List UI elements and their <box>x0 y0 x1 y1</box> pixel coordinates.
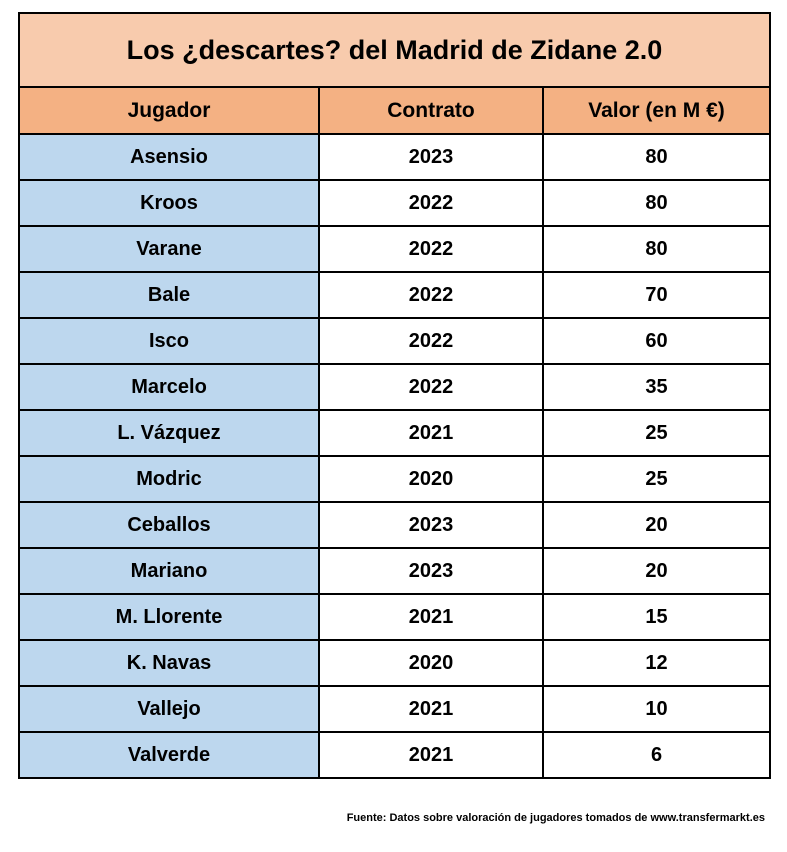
header-contrato: Contrato <box>318 86 544 135</box>
player-name-cell: Valverde <box>18 731 320 779</box>
player-name-cell: Varane <box>18 225 320 273</box>
value-cell: 80 <box>542 179 771 227</box>
value-cell: 25 <box>542 455 771 503</box>
value-cell: 20 <box>542 547 771 595</box>
table-row: Modric 2020 25 <box>18 455 771 503</box>
players-table-container: Los ¿descartes? del Madrid de Zidane 2.0… <box>18 12 771 779</box>
value-cell: 80 <box>542 225 771 273</box>
contract-cell: 2023 <box>318 547 544 595</box>
contract-cell: 2021 <box>318 731 544 779</box>
table-row: L. Vázquez 2021 25 <box>18 409 771 457</box>
table-row: Marcelo 2022 35 <box>18 363 771 411</box>
value-cell: 15 <box>542 593 771 641</box>
value-cell: 25 <box>542 409 771 457</box>
player-name-cell: Ceballos <box>18 501 320 549</box>
contract-cell: 2021 <box>318 409 544 457</box>
table-row: Ceballos 2023 20 <box>18 501 771 549</box>
player-name-cell: Kroos <box>18 179 320 227</box>
table-row: Asensio 2023 80 <box>18 133 771 181</box>
contract-cell: 2022 <box>318 317 544 365</box>
contract-cell: 2022 <box>318 179 544 227</box>
value-cell: 60 <box>542 317 771 365</box>
contract-cell: 2023 <box>318 501 544 549</box>
player-name-cell: L. Vázquez <box>18 409 320 457</box>
contract-cell: 2022 <box>318 271 544 319</box>
players-table: Los ¿descartes? del Madrid de Zidane 2.0… <box>18 12 771 779</box>
table-row: M. Llorente 2021 15 <box>18 593 771 641</box>
table-row: Valverde 2021 6 <box>18 731 771 779</box>
value-cell: 35 <box>542 363 771 411</box>
contract-cell: 2022 <box>318 363 544 411</box>
table-row: Mariano 2023 20 <box>18 547 771 595</box>
value-cell: 12 <box>542 639 771 687</box>
value-cell: 6 <box>542 731 771 779</box>
table-title: Los ¿descartes? del Madrid de Zidane 2.0 <box>18 12 771 88</box>
table-row: Vallejo 2021 10 <box>18 685 771 733</box>
value-cell: 20 <box>542 501 771 549</box>
table-row: Varane 2022 80 <box>18 225 771 273</box>
contract-cell: 2022 <box>318 225 544 273</box>
source-note: Fuente: Datos sobre valoración de jugado… <box>346 812 765 824</box>
contract-cell: 2021 <box>318 593 544 641</box>
player-name-cell: Mariano <box>18 547 320 595</box>
table-body: Asensio 2023 80 Kroos 2022 80 Varane 2022 80 Bale… <box>18 133 771 779</box>
player-name-cell: Vallejo <box>18 685 320 733</box>
contract-cell: 2023 <box>318 133 544 181</box>
value-cell: 70 <box>542 271 771 319</box>
value-cell: 10 <box>542 685 771 733</box>
header-jugador: Jugador <box>18 86 320 135</box>
table-row: Bale 2022 70 <box>18 271 771 319</box>
contract-cell: 2021 <box>318 685 544 733</box>
header-valor: Valor (en M €) <box>542 86 771 135</box>
table-row: Isco 2022 60 <box>18 317 771 365</box>
value-cell: 80 <box>542 133 771 181</box>
player-name-cell: Modric <box>18 455 320 503</box>
title-row: Los ¿descartes? del Madrid de Zidane 2.0 <box>18 12 771 88</box>
player-name-cell: M. Llorente <box>18 593 320 641</box>
player-name-cell: Asensio <box>18 133 320 181</box>
player-name-cell: Marcelo <box>18 363 320 411</box>
contract-cell: 2020 <box>318 639 544 687</box>
contract-cell: 2020 <box>318 455 544 503</box>
table-row: K. Navas 2020 12 <box>18 639 771 687</box>
player-name-cell: Bale <box>18 271 320 319</box>
player-name-cell: Isco <box>18 317 320 365</box>
header-row: Jugador Contrato Valor (en M €) <box>18 86 771 135</box>
table-row: Kroos 2022 80 <box>18 179 771 227</box>
player-name-cell: K. Navas <box>18 639 320 687</box>
